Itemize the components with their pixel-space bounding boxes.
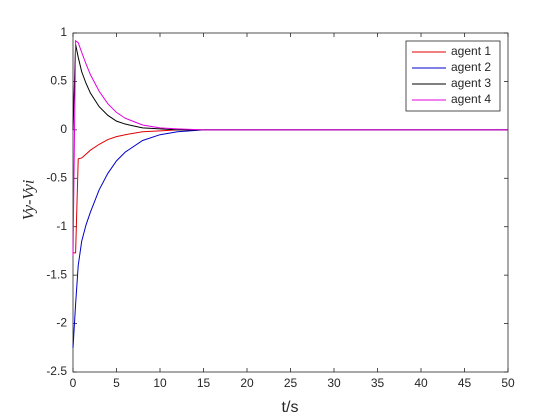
- x-tick-label: 50: [501, 376, 515, 390]
- series-line: [72, 39, 508, 256]
- y-tick-label: -2: [56, 316, 67, 330]
- x-tick-label: 45: [458, 376, 472, 390]
- x-tick-label: 0: [70, 376, 77, 390]
- y-tick-label: 0: [60, 122, 67, 136]
- x-tick-label: 10: [153, 376, 167, 390]
- x-tick-label: 30: [327, 376, 341, 390]
- y-tick-label: -0.5: [46, 170, 67, 184]
- x-tick-label: 20: [240, 376, 254, 390]
- x-tick-label: 5: [113, 376, 120, 390]
- x-tick-label: 25: [284, 376, 298, 390]
- legend-label: agent 2: [451, 60, 491, 74]
- x-tick-label: 35: [371, 376, 385, 390]
- y-tick-label: 1: [60, 25, 67, 39]
- x-axis-label: t/s: [282, 399, 299, 416]
- legend-label: agent 4: [451, 92, 491, 106]
- y-axis-label: Vy-Vyi: [21, 180, 38, 221]
- y-tick-label: -1: [56, 219, 67, 233]
- legend-box: [405, 40, 501, 112]
- x-tick-label: 15: [197, 376, 211, 390]
- x-tick-label: 40: [414, 376, 428, 390]
- y-tick-label: -1.5: [46, 267, 67, 281]
- y-tick-label: -2.5: [46, 364, 67, 378]
- legend-label: agent 3: [451, 76, 491, 90]
- legend-label: agent 1: [451, 44, 491, 58]
- y-tick-label: 0.5: [50, 74, 67, 88]
